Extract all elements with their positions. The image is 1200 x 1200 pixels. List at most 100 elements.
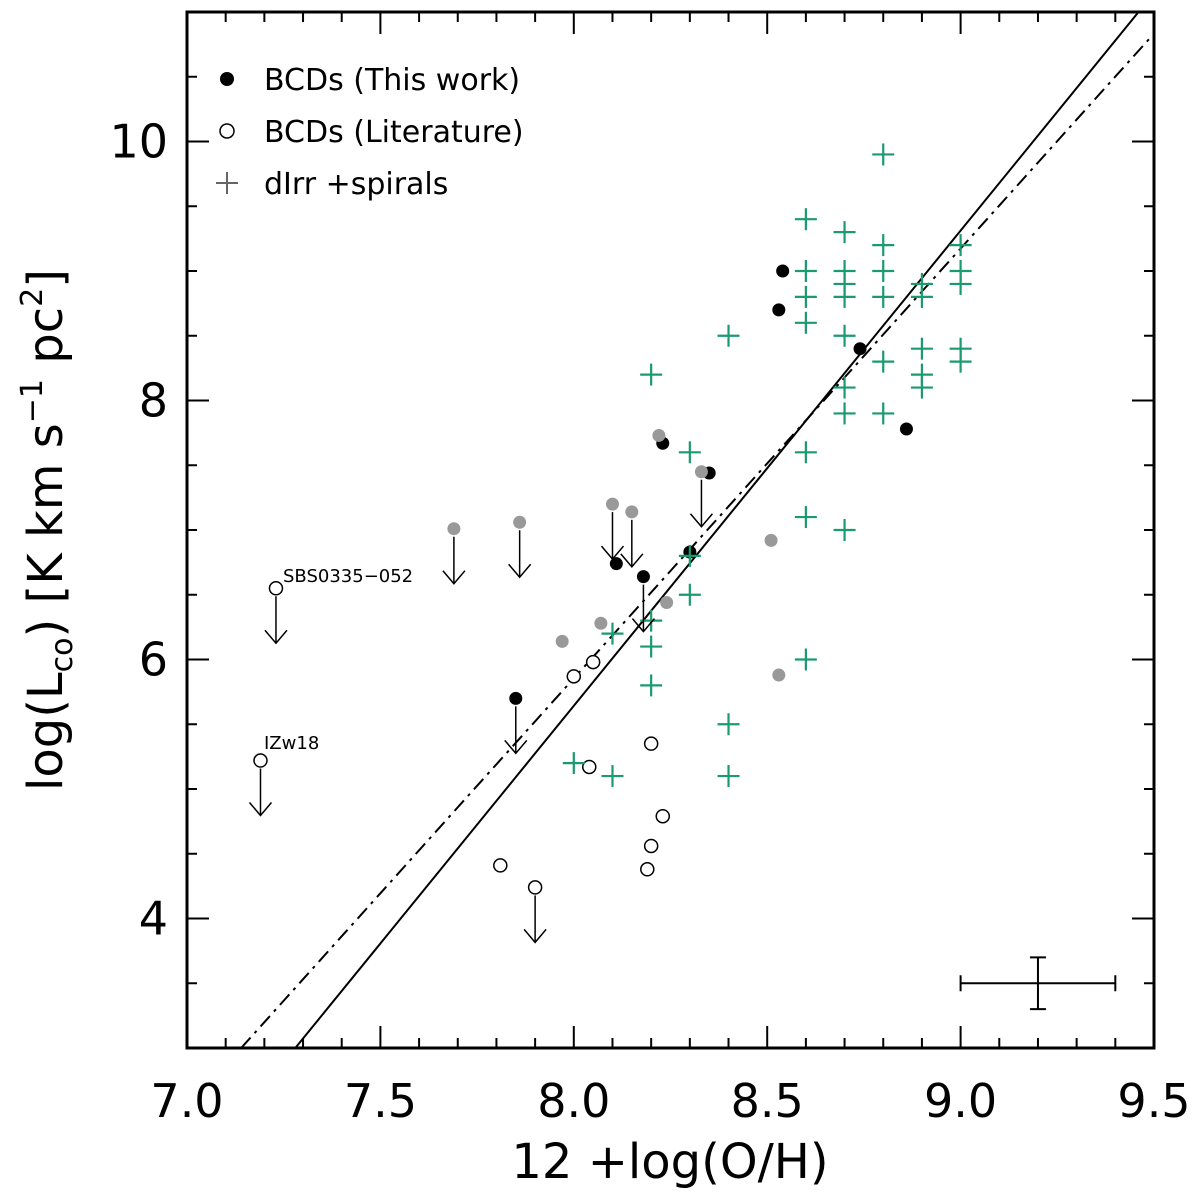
dirr-spiral-point xyxy=(872,350,895,373)
bcd-literature-point xyxy=(655,808,671,824)
error-bar xyxy=(959,956,1117,1011)
fit-line-solid xyxy=(294,12,1140,1048)
dirr-spiral-point xyxy=(872,234,895,257)
bcd-this-work-point xyxy=(899,422,913,436)
bcd-literature-point xyxy=(585,654,601,670)
upper-limit-arrow xyxy=(600,512,625,561)
y-tick-label: 10 xyxy=(109,115,168,169)
dirr-spiral-point xyxy=(872,402,895,425)
upper-limit-arrow xyxy=(248,768,273,817)
upper-limit-arrow-head xyxy=(523,928,547,944)
upper-limit-arrow xyxy=(620,519,644,569)
y-title-sub: co xyxy=(45,637,80,672)
upper-limit-arrow xyxy=(442,536,466,585)
dirr-spiral-point xyxy=(833,285,856,308)
upper-limit-arrow-head xyxy=(620,553,644,569)
annotation-izw18-label: IZw18 xyxy=(264,733,319,754)
bcd-gray-point xyxy=(764,533,778,547)
dirr-spiral-point xyxy=(678,441,701,464)
dirr-spiral-point xyxy=(794,285,817,308)
dirr-spiral-point xyxy=(794,506,817,529)
y-title-sup-1: −1 xyxy=(15,379,50,423)
dirr-spiral-point xyxy=(717,713,740,736)
upper-limit-arrow xyxy=(504,706,528,755)
x-axis-title: 12 +log(O/H) xyxy=(511,1134,828,1190)
dirr-spiral-point xyxy=(910,285,933,308)
x-tick-label: 9.0 xyxy=(924,1074,997,1128)
bcd-this-work-point xyxy=(776,264,790,278)
y-tick-label: 8 xyxy=(139,374,168,428)
dirr-spiral-point xyxy=(678,544,701,567)
y-tick-label: 4 xyxy=(139,892,168,946)
annotation-sbs0335: SBS0335−052 xyxy=(283,566,413,587)
upper-limit-arrow xyxy=(689,479,714,528)
bcd-literature-point xyxy=(643,736,659,751)
dirr-spiral-point xyxy=(833,519,856,541)
bcd-literature-point xyxy=(527,880,543,895)
bcd-literature-point xyxy=(566,669,582,684)
upper-limit-arrow-head xyxy=(631,618,655,633)
fit-line-dash-dot xyxy=(240,37,1151,1048)
dirr-spiral-point xyxy=(794,648,817,671)
dirr-spiral-point xyxy=(872,260,895,282)
dirr-spiral-point xyxy=(949,272,972,295)
y-axis-title: log(Lco) [K km s−1 pc2] xyxy=(15,269,80,791)
bcd-gray-point xyxy=(625,505,639,519)
bcd-literature-point xyxy=(253,753,268,768)
upper-limit-arrows xyxy=(248,479,714,944)
x-tick-label: 7.0 xyxy=(150,1074,223,1128)
dirr-spiral-point xyxy=(949,350,972,373)
bcd-literature-point xyxy=(268,581,284,596)
y-title-part-1: log(L xyxy=(18,672,74,791)
legend-label-literature: BCDs (Literature) xyxy=(264,115,524,150)
dirr-spiral-point xyxy=(833,324,856,347)
x-tick-label: 8.0 xyxy=(537,1074,610,1128)
y-title-sup-2: 2 xyxy=(15,288,50,307)
upper-limit-arrow-head xyxy=(264,629,288,645)
axis-ticks xyxy=(186,11,1155,1049)
upper-limit-arrow xyxy=(508,530,532,579)
bcd-literature-point xyxy=(643,838,659,854)
legend-marker-plus xyxy=(216,172,238,194)
dirr-spiral-point xyxy=(794,260,817,282)
dirr-spiral-point xyxy=(640,674,663,697)
y-title-part-3: pc xyxy=(18,307,74,379)
legend-label-this-work: BCDs (This work) xyxy=(264,63,520,98)
bcd-gray-point xyxy=(555,634,569,648)
fit-lines xyxy=(240,12,1151,1048)
dirr-spiral-point xyxy=(717,765,740,788)
upper-limit-arrow xyxy=(264,596,288,645)
dirr-spiral-point xyxy=(949,234,972,257)
bcd-this-work-point xyxy=(509,691,523,705)
bcd-this-work-point xyxy=(772,303,786,317)
bcd-this-work-point xyxy=(853,342,867,356)
dirr-spiral-point xyxy=(562,752,585,775)
x-tick-label: 8.5 xyxy=(731,1074,804,1128)
legend-label-dirr-spirals: dIrr +spirals xyxy=(264,167,448,202)
dirr-spiral-point xyxy=(872,143,895,166)
y-title-part-4: ] xyxy=(18,269,74,288)
y-title-part-2: ) [K km s xyxy=(18,423,74,637)
error-bar-cross xyxy=(959,956,1117,1011)
bcd-gray-point xyxy=(447,522,461,536)
bcd-gray-point xyxy=(660,596,674,610)
dirr-spiral-point xyxy=(717,324,740,347)
upper-limit-arrow-head xyxy=(442,570,466,585)
data-points xyxy=(253,143,972,895)
upper-limit-arrow xyxy=(631,584,655,633)
upper-limit-arrow-head xyxy=(600,545,625,561)
y-tick-labels: 4 6 8 10 xyxy=(109,115,168,946)
annotation-izw18: IZw18 xyxy=(264,733,319,754)
dirr-spiral-point xyxy=(872,285,895,308)
dirr-spiral-point xyxy=(601,765,624,788)
dirr-spiral-point xyxy=(678,583,701,606)
dirr-spiral-point xyxy=(833,376,856,399)
bcd-gray-point xyxy=(594,616,608,630)
x-tick-labels: 7.0 7.5 8.0 8.5 9.0 9.5 xyxy=(150,1074,1190,1128)
bcd-literature-point xyxy=(640,862,655,877)
x-tick-label: 9.5 xyxy=(1117,1074,1190,1128)
dirr-spiral-point xyxy=(640,635,663,658)
legend-marker-filled-circle xyxy=(220,72,234,86)
dirr-spiral-point xyxy=(640,363,663,386)
